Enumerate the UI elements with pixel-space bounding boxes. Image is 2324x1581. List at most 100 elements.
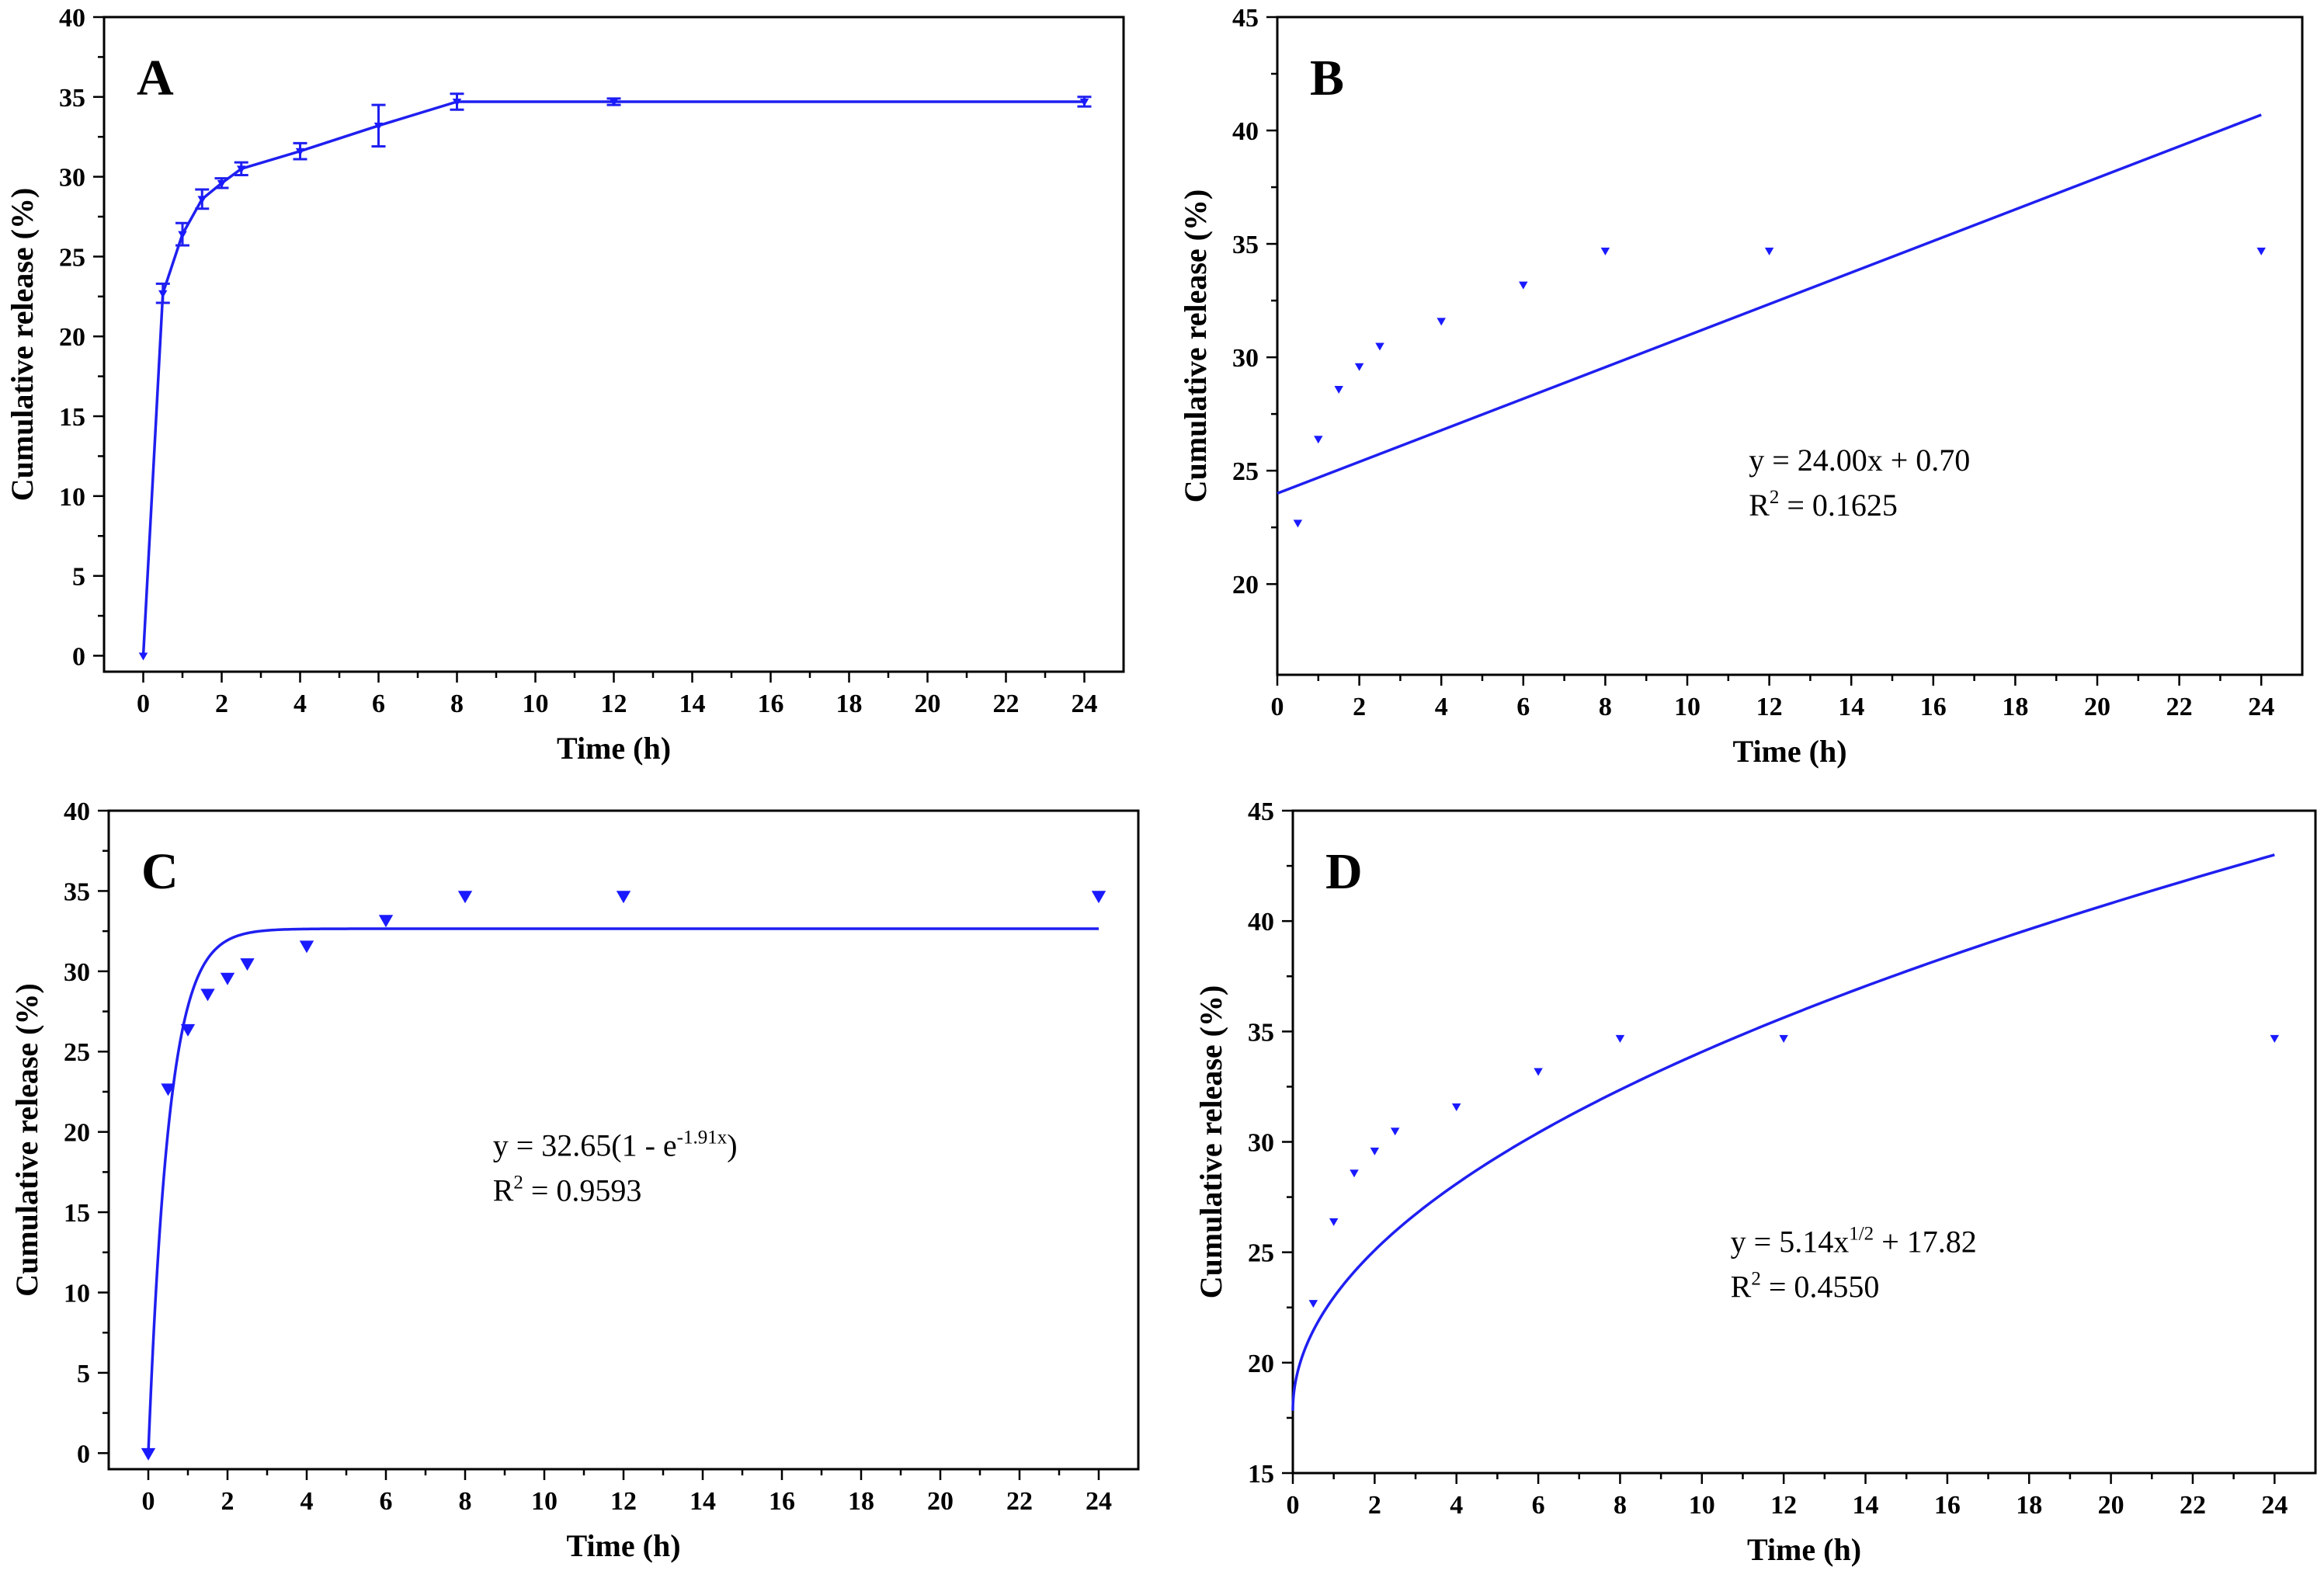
x-tick-label: 20 [2098,1491,2124,1520]
y-tick-label: 35 [1232,231,1259,259]
data-point [452,98,462,106]
data-point [1451,1103,1461,1112]
data-point [197,196,207,204]
x-tick-label: 10 [1689,1491,1715,1520]
x-tick-label: 14 [679,690,706,718]
x-tick-label: 4 [300,1487,314,1516]
y-tick-label: 40 [59,4,85,33]
data-point [1519,281,1528,290]
data-point [1370,1147,1380,1155]
panel-letter: C [141,843,179,900]
x-tick-label: 22 [993,690,1020,718]
panel-letter: D [1325,843,1363,900]
y-tick-label: 10 [59,483,85,512]
data-point [1329,1218,1339,1226]
y-axis-title: Cumulative release (%) [1178,189,1213,503]
data-point [1436,318,1446,326]
x-tick-label: 14 [1838,693,1864,721]
x-tick-label: 24 [1086,1487,1112,1516]
data-point [1308,1300,1318,1308]
data-point [1779,1034,1788,1043]
panel-c: 0 2 4 6 8 10 12 14 16 18 20 22 240510152025303540Tim… [9,797,1140,1563]
x-tick-label: 18 [2016,1491,2042,1520]
x-tick-label: 0 [142,1487,155,1516]
x-tick-label: 22 [1006,1487,1033,1516]
x-axis-title: Time (h) [1747,1532,1861,1567]
x-tick-label: 4 [1435,693,1448,721]
y-tick-label: 0 [77,1440,90,1468]
x-axis-title: Time (h) [566,1528,680,1563]
x-tick-label: 16 [769,1487,795,1516]
x-tick-label: 14 [1853,1491,1879,1520]
x-tick-label: 12 [1756,693,1783,721]
data-point [1293,519,1303,528]
y-tick-label: 25 [59,243,85,272]
y-tick-label: 35 [64,877,90,906]
x-axis-title: Time (h) [557,731,671,766]
x-tick-label: 24 [2248,693,2274,721]
panel-letter: A [137,50,174,106]
y-tick-label: 35 [59,84,85,113]
data-point [609,98,619,106]
data-point [1314,436,1323,444]
plot-frame [102,16,1125,673]
x-tick-label: 2 [215,690,228,718]
x-tick-label: 20 [915,690,941,718]
x-tick-label: 10 [523,690,549,718]
data-point [178,231,187,239]
data-point [295,148,305,156]
x-tick-label: 14 [690,1487,716,1516]
x-tick-label: 12 [610,1487,637,1516]
data-point [138,652,148,661]
data-point [1079,98,1089,106]
x-tick-label: 12 [601,690,627,718]
y-tick-label: 40 [64,797,90,826]
r-squared: R2 = 0.1625 [1749,487,1898,523]
x-tick-label: 18 [848,1487,874,1516]
data-point [158,290,168,298]
y-tick-label: 0 [72,642,85,671]
fit-equation: y = 24.00x + 0.70 [1749,443,1970,478]
x-tick-label: 18 [2002,693,2028,721]
y-tick-label: 20 [64,1119,90,1148]
x-tick-label: 8 [450,690,464,718]
data-point [2256,247,2266,255]
y-tick-label: 45 [1232,4,1259,33]
y-tick-label: 40 [1232,117,1259,146]
y-tick-label: 20 [1232,571,1259,599]
y-tick-label: 25 [1248,1239,1274,1268]
data-point [217,179,227,188]
data-point [1375,342,1384,351]
x-tick-label: 2 [221,1487,234,1516]
x-tick-label: 16 [1920,693,1947,721]
r-squared: R2 = 0.9593 [493,1173,642,1208]
plot-frame [1291,809,2317,1475]
y-axis-title: Cumulative release (%) [9,983,44,1297]
y-axis-title: Cumulative release (%) [5,188,40,502]
x-tick-label: 22 [2166,693,2193,721]
data-point [1600,247,1610,255]
x-tick-label: 8 [1614,1491,1627,1520]
y-tick-label: 30 [64,958,90,987]
y-axis-title: Cumulative release (%) [1193,985,1228,1299]
x-tick-label: 12 [1770,1491,1797,1520]
x-tick-label: 2 [1353,693,1366,721]
data-point [378,915,394,928]
data-point [2270,1034,2280,1043]
x-tick-label: 24 [1072,690,1098,718]
data-point [1350,1169,1359,1178]
fit-equation: y = 5.14x1/2 + 17.82 [1731,1224,1977,1260]
data-point [1091,891,1106,904]
series-line [141,100,1085,656]
x-tick-label: 10 [531,1487,558,1516]
x-tick-label: 16 [758,690,784,718]
y-tick-label: 30 [1232,344,1259,373]
panel-d: 0 2 4 6 8 10 12 14 16 18 20 22 2415202530354045Time … [1193,797,2317,1567]
x-tick-label: 8 [459,1487,472,1516]
y-tick-label: 20 [59,323,85,352]
x-axis-title: Time (h) [1732,734,1846,769]
y-tick-label: 30 [1248,1129,1274,1158]
plot-frame [1276,16,2304,676]
x-tick-label: 6 [1516,693,1530,721]
